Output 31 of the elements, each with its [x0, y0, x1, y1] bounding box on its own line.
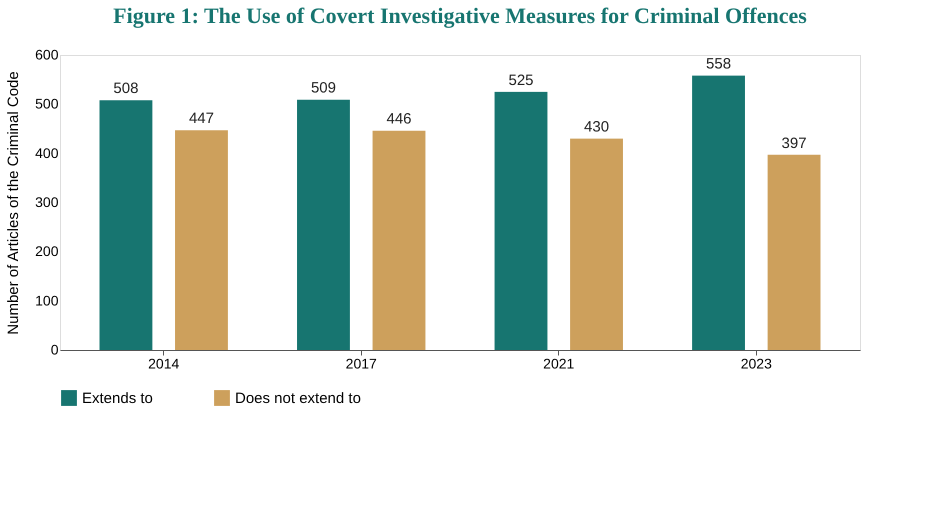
- bar: [372, 130, 426, 350]
- bar: [297, 100, 350, 350]
- legend-label: Extends to: [82, 390, 153, 407]
- x-tick-label: 2017: [346, 356, 378, 372]
- data-label: 509: [310, 80, 336, 97]
- data-label: 525: [508, 72, 534, 89]
- data-label: 558: [706, 56, 732, 73]
- y-tick-label: 200: [35, 243, 59, 260]
- data-label: 447: [188, 110, 214, 128]
- data-label: 508: [113, 80, 138, 98]
- bar: [768, 154, 820, 350]
- bar: [570, 138, 623, 350]
- bar: [692, 76, 745, 350]
- y-tick-label: 0: [50, 342, 59, 358]
- x-tick-label: 2023: [740, 356, 772, 372]
- chart-title: Figure 1: The Use of Covert Investigative Measures for Criminal Offences: [113, 3, 808, 28]
- bar: [494, 92, 548, 350]
- y-tick-label: 600: [35, 46, 59, 62]
- data-label: 397: [782, 134, 807, 152]
- y-tick-label: 500: [35, 96, 59, 112]
- bar: [100, 100, 152, 350]
- legend-label: Does not extend to: [235, 390, 361, 407]
- x-tick-label: 2014: [148, 356, 180, 372]
- y-tick-label: 400: [35, 144, 59, 161]
- data-label: 430: [584, 118, 610, 136]
- y-axis-title: Number of Articles of the Criminal Code: [5, 71, 22, 335]
- data-label: 446: [386, 110, 412, 128]
- y-tick-label: 300: [35, 194, 59, 210]
- bar: [175, 130, 228, 350]
- y-tick-label: 100: [35, 292, 59, 308]
- x-tick-label: 2021: [543, 356, 575, 372]
